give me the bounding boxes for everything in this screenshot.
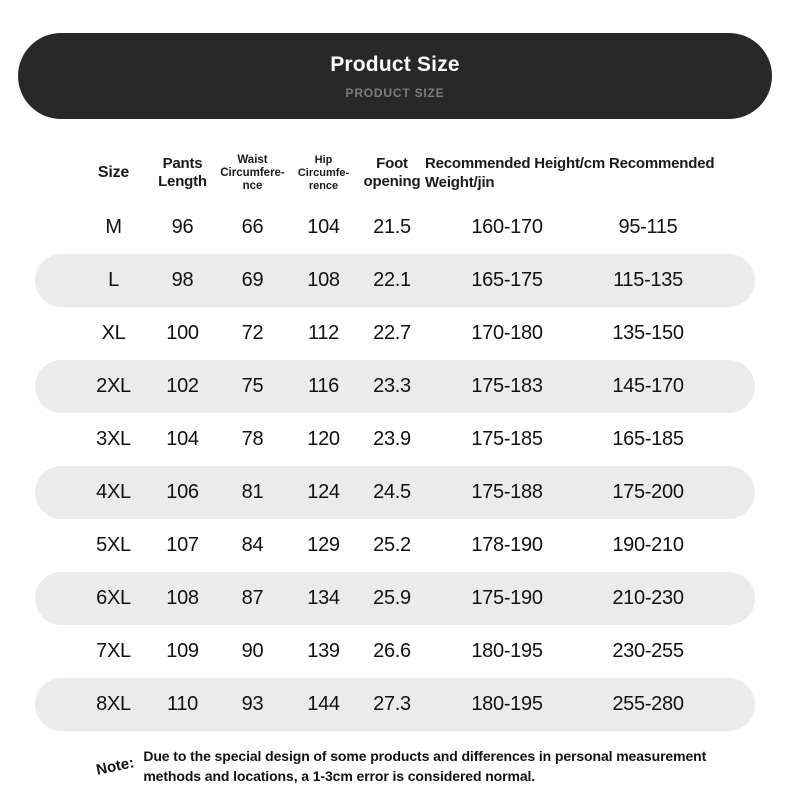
cell-pants-length: 110 [167,693,198,715]
cell-weight: 115-135 [613,269,683,291]
cell-pants-length: 108 [166,587,199,609]
table-row: 5XL 107 84 129 25.2 178-190 190-210 [35,519,755,572]
cell-foot: 24.5 [373,481,411,503]
table-row: 8XL 110 93 144 27.3 180-195 255-280 [35,678,755,731]
cell-size: 5XL [96,534,131,556]
cell-waist: 84 [241,534,264,556]
cell-hip: 129 [307,534,340,556]
cell-waist: 87 [241,587,264,609]
cell-hip: 112 [308,322,339,344]
cell-size: M [105,216,122,238]
cell-height: 165-175 [471,269,543,291]
header-waist-circumference: Waist Circumfere-nce [220,153,285,192]
cell-weight: 145-170 [612,375,684,397]
cell-size: XL [101,322,126,344]
cell-foot: 23.9 [373,428,411,450]
cell-pants-length: 107 [166,534,199,556]
table-row: 6XL 108 87 134 25.9 175-190 210-230 [35,572,755,625]
cell-foot: 22.7 [373,322,411,344]
cell-foot: 22.1 [373,269,411,291]
cell-weight: 175-200 [612,481,684,503]
table-row: 2XL 102 75 116 23.3 175-183 145-170 [35,360,755,413]
table-row: M 96 66 104 21.5 160-170 95-115 [35,201,755,254]
note-label: Note: [94,753,136,779]
cell-hip: 108 [307,269,340,291]
cell-height: 160-170 [471,216,543,238]
cell-hip: 139 [307,640,340,662]
cell-weight: 95-115 [618,216,678,238]
table-header-row: Size Pants Length Waist Circumfere-nce H… [35,145,755,201]
header-foot-opening: Foot opening [363,155,421,190]
cell-hip: 124 [307,481,340,503]
header-pants-length: Pants Length [158,155,207,190]
cell-foot: 21.5 [373,216,411,238]
cell-size: 3XL [96,428,131,450]
cell-hip: 116 [308,375,339,397]
cell-hip: 120 [307,428,340,450]
cell-height: 180-195 [471,640,543,662]
cell-weight: 210-230 [612,587,684,609]
cell-hip: 134 [307,587,340,609]
cell-foot: 25.9 [373,587,411,609]
cell-weight: 135-150 [612,322,684,344]
table-row: 4XL 106 81 124 24.5 175-188 175-200 [35,466,755,519]
cell-height: 180-195 [471,693,543,715]
cell-height: 175-185 [471,428,543,450]
cell-foot: 26.6 [373,640,411,662]
header-hip-circumference: Hip Circumfe-rence [297,153,350,192]
cell-waist: 93 [241,693,264,715]
cell-size: 4XL [96,481,131,503]
table-row: XL 100 72 112 22.7 170-180 135-150 [35,307,755,360]
cell-pants-length: 96 [171,216,194,238]
cell-size: L [108,269,119,291]
cell-waist: 66 [241,216,264,238]
banner-title: Product Size [330,53,460,76]
cell-pants-length: 104 [166,428,199,450]
cell-foot: 23.3 [373,375,411,397]
table-row: L 98 69 108 22.1 165-175 115-135 [35,254,755,307]
cell-foot: 25.2 [373,534,411,556]
note-text: Due to the special design of some produc… [143,748,707,784]
cell-hip: 144 [307,693,340,715]
header-size: Size [97,164,130,181]
cell-waist: 75 [241,375,264,397]
cell-waist: 90 [241,640,264,662]
cell-waist: 69 [241,269,264,291]
cell-foot: 27.3 [373,693,411,715]
cell-height: 170-180 [471,322,543,344]
cell-pants-length: 98 [171,269,194,291]
cell-pants-length: 102 [166,375,199,397]
cell-pants-length: 100 [166,322,199,344]
table-row: 7XL 109 90 139 26.6 180-195 230-255 [35,625,755,678]
banner: Product Size PRODUCT SIZE [18,33,772,119]
banner-subtitle: PRODUCT SIZE [345,86,445,100]
size-table: Size Pants Length Waist Circumfere-nce H… [0,145,790,731]
cell-weight: 230-255 [612,640,684,662]
cell-height: 178-190 [471,534,543,556]
cell-size: 6XL [96,587,131,609]
header-recommended-height-weight: Recommended Height/cm Recommended Weight… [425,155,715,191]
cell-weight: 255-280 [612,693,684,715]
cell-size: 2XL [96,375,131,397]
cell-pants-length: 106 [166,481,199,503]
cell-waist: 72 [241,322,264,344]
cell-height: 175-190 [471,587,543,609]
cell-hip: 104 [307,216,340,238]
cell-pants-length: 109 [166,640,199,662]
cell-height: 175-183 [471,375,543,397]
cell-size: 7XL [96,640,131,662]
table-row: 3XL 104 78 120 23.9 175-185 165-185 [35,413,755,466]
cell-waist: 81 [241,481,264,503]
cell-size: 8XL [96,693,131,715]
note-section: Note: Due to the special design of some … [94,746,790,786]
cell-waist: 78 [241,428,264,450]
cell-weight: 165-185 [612,428,684,450]
cell-height: 175-188 [471,481,543,503]
cell-weight: 190-210 [612,534,684,556]
